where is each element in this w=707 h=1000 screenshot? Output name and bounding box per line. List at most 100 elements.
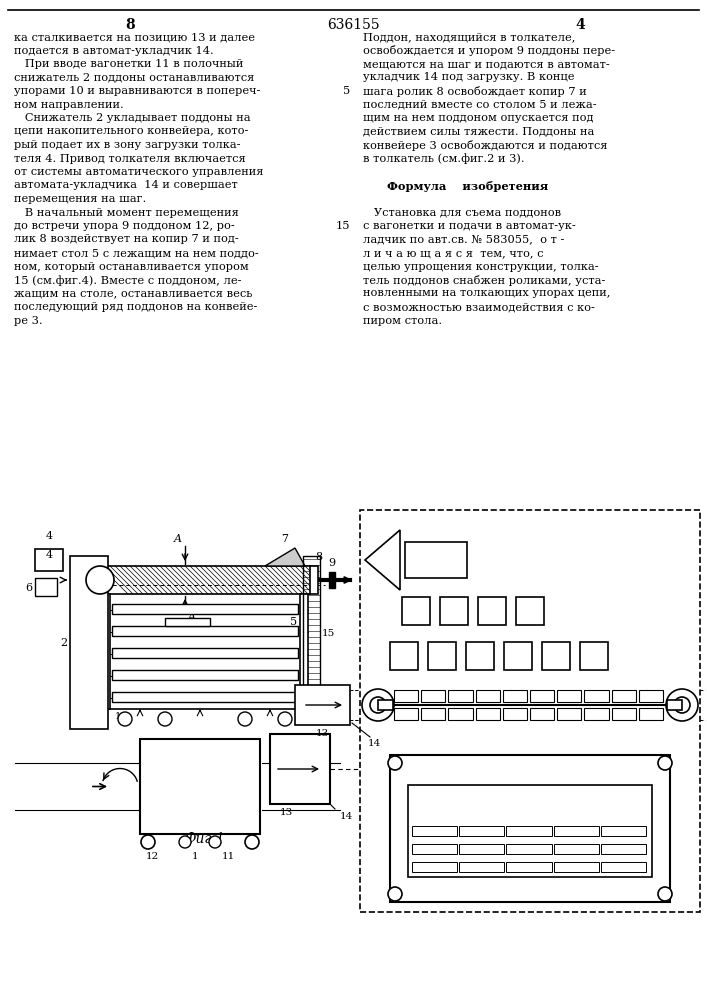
Bar xyxy=(460,844,504,854)
Bar xyxy=(503,690,527,702)
Text: 9: 9 xyxy=(329,558,336,568)
Bar xyxy=(612,708,636,720)
Text: Поддон, находящийся в толкателе,: Поддон, находящийся в толкателе, xyxy=(363,32,575,42)
Text: 4: 4 xyxy=(45,550,52,560)
Text: 12: 12 xyxy=(146,852,158,861)
Circle shape xyxy=(278,712,292,726)
Text: 15 (см.фиг.4). Вместе с поддоном, ле-: 15 (см.фиг.4). Вместе с поддоном, ле- xyxy=(14,275,242,286)
Text: последующий ряд поддонов на конвейе-: последующий ряд поддонов на конвейе- xyxy=(14,302,257,312)
Bar xyxy=(303,556,320,709)
Circle shape xyxy=(370,697,386,713)
Text: подается в автомат-укладчик 14.: подается в автомат-укладчик 14. xyxy=(14,45,214,55)
Circle shape xyxy=(658,887,672,901)
Bar xyxy=(421,708,445,720)
Bar xyxy=(70,556,108,729)
Text: с вагонетки и подачи в автомат-ук-: с вагонетки и подачи в автомат-ук- xyxy=(363,221,575,231)
Bar xyxy=(394,708,419,720)
Text: новленными на толкающих упорах цепи,: новленными на толкающих упорах цепи, xyxy=(363,288,610,298)
Bar xyxy=(601,826,646,836)
Circle shape xyxy=(666,689,698,721)
Bar xyxy=(378,700,393,710)
Bar xyxy=(554,826,599,836)
Bar xyxy=(112,604,298,614)
Circle shape xyxy=(245,835,259,849)
Bar xyxy=(112,648,298,658)
Text: укладчик 14 под загрузку. В конце: укладчик 14 под загрузку. В конце xyxy=(363,73,575,83)
Bar xyxy=(542,642,570,670)
Text: 6: 6 xyxy=(25,583,32,593)
Text: упорами 10 и выравниваются в попереч-: упорами 10 и выравниваются в попереч- xyxy=(14,86,260,96)
Bar xyxy=(667,700,682,710)
Circle shape xyxy=(86,566,114,594)
Text: ном, который останавливается упором: ном, который останавливается упором xyxy=(14,261,249,271)
Bar xyxy=(466,642,494,670)
Text: рый подает их в зону загрузки толка-: рый подает их в зону загрузки толка- xyxy=(14,140,240,150)
Bar xyxy=(504,642,532,670)
Bar xyxy=(35,578,57,596)
Text: В начальный момент перемещения: В начальный момент перемещения xyxy=(14,208,239,218)
Bar xyxy=(112,692,298,702)
Bar xyxy=(440,597,468,625)
Circle shape xyxy=(238,712,252,726)
Text: перемещения на шаг.: перемещения на шаг. xyxy=(14,194,146,204)
Bar xyxy=(390,755,670,902)
Polygon shape xyxy=(365,530,400,590)
Text: ладчик по авт.св. № 583055,  о т -: ладчик по авт.св. № 583055, о т - xyxy=(363,234,564,244)
Text: щим на нем поддоном опускается под: щим на нем поддоном опускается под xyxy=(363,113,593,123)
Bar xyxy=(601,862,646,872)
Text: 13: 13 xyxy=(280,808,293,817)
Bar xyxy=(554,862,599,872)
Text: 2: 2 xyxy=(60,638,67,648)
Text: A: A xyxy=(174,534,182,544)
Circle shape xyxy=(658,756,672,770)
Bar xyxy=(35,549,63,571)
Circle shape xyxy=(158,712,172,726)
Bar xyxy=(530,708,554,720)
Text: цепи накопительного конвейера, кото-: цепи накопительного конвейера, кото- xyxy=(14,126,248,136)
Bar xyxy=(580,642,608,670)
Circle shape xyxy=(141,835,155,849)
Text: от системы автоматического управления: от системы автоматического управления xyxy=(14,167,264,177)
Bar xyxy=(140,739,260,834)
Bar xyxy=(270,734,330,804)
Bar xyxy=(102,594,110,709)
Bar xyxy=(476,708,500,720)
Text: 7: 7 xyxy=(281,534,288,544)
Bar xyxy=(405,542,467,578)
Bar xyxy=(557,690,581,702)
Text: Фиг.1: Фиг.1 xyxy=(185,832,226,846)
Text: 8: 8 xyxy=(125,18,135,32)
Text: шага ролик 8 освобождает копир 7 и: шага ролик 8 освобождает копир 7 и xyxy=(363,86,587,97)
Text: A: A xyxy=(188,612,196,622)
Bar xyxy=(612,690,636,702)
Text: конвейере 3 освобождаются и подаются: конвейере 3 освобождаются и подаются xyxy=(363,140,607,151)
Bar xyxy=(421,690,445,702)
Text: пиром стола.: пиром стола. xyxy=(363,316,442,326)
Text: 4: 4 xyxy=(45,531,52,541)
Bar xyxy=(585,708,609,720)
Circle shape xyxy=(209,836,221,848)
Text: Формула    изобретения: Формула изобретения xyxy=(363,180,548,192)
Text: При вводе вагонетки 11 в полочный: При вводе вагонетки 11 в полочный xyxy=(14,59,243,69)
Bar xyxy=(412,826,457,836)
Text: освобождается и упором 9 поддоны пере-: освобождается и упором 9 поддоны пере- xyxy=(363,45,615,56)
Bar xyxy=(402,597,430,625)
Bar xyxy=(112,670,298,680)
Text: 4: 4 xyxy=(575,18,585,32)
Circle shape xyxy=(118,712,132,726)
Bar xyxy=(506,844,551,854)
Text: действием силы тяжести. Поддоны на: действием силы тяжести. Поддоны на xyxy=(363,126,595,136)
Text: 8: 8 xyxy=(315,552,322,562)
Bar xyxy=(506,862,551,872)
Text: до встречи упора 9 поддоном 12, ро-: до встречи упора 9 поддоном 12, ро- xyxy=(14,221,235,231)
Text: 5: 5 xyxy=(343,86,350,96)
Text: ре 3.: ре 3. xyxy=(14,316,42,326)
Bar xyxy=(412,844,457,854)
Text: Установка для съема поддонов: Установка для съема поддонов xyxy=(363,208,561,218)
Text: жащим на столе, останавливается весь: жащим на столе, останавливается весь xyxy=(14,288,252,298)
Circle shape xyxy=(674,697,690,713)
Text: 5: 5 xyxy=(290,617,297,627)
Text: 11: 11 xyxy=(221,852,235,861)
Text: автомата-укладчика  14 и совершает: автомата-укладчика 14 и совершает xyxy=(14,180,238,190)
Bar xyxy=(300,594,308,709)
